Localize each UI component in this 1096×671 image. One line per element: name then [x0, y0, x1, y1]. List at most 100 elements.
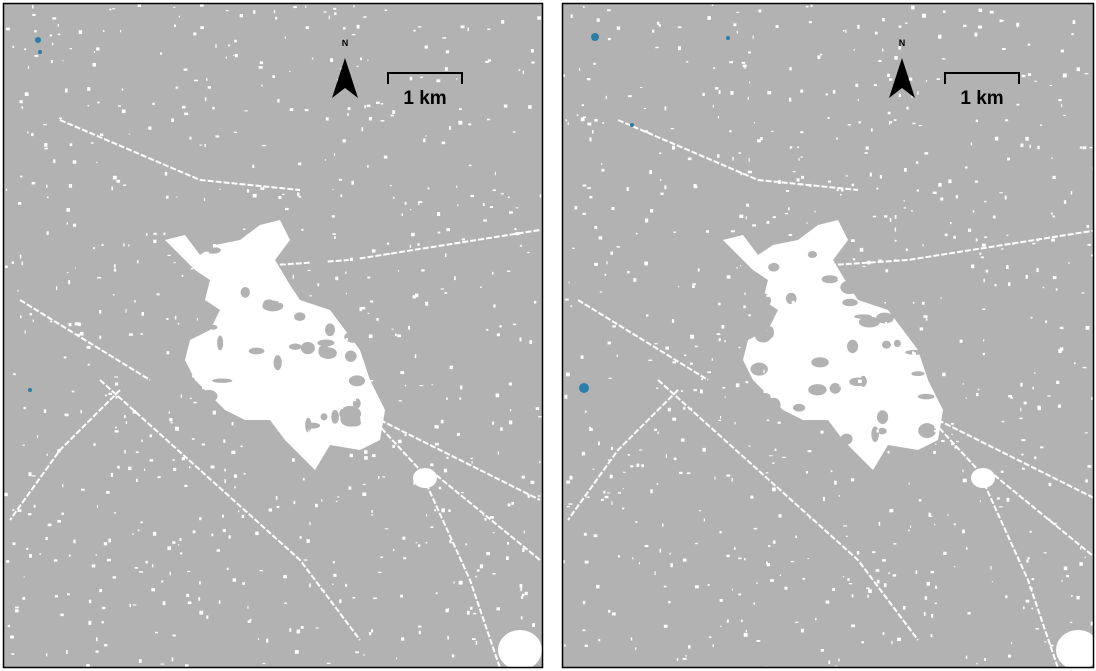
urban-patch [419, 385, 423, 386]
urban-patch [483, 513, 484, 516]
urban-gap [209, 325, 217, 330]
urban-patch [973, 210, 975, 212]
urban-patch [45, 537, 47, 540]
urban-patch [698, 268, 700, 271]
urban-patch [654, 571, 655, 575]
urban-patch [684, 354, 686, 356]
urban-patch [732, 478, 733, 482]
urban-patch [601, 163, 602, 165]
urban-patch [735, 422, 736, 424]
urban-patch [361, 127, 363, 131]
urban-gap [786, 293, 797, 304]
urban-patch [467, 611, 470, 615]
urban-patch [1022, 439, 1026, 441]
urban-patch [948, 179, 951, 183]
urban-patch [67, 222, 68, 224]
urban-patch [167, 546, 171, 550]
urban-patch [617, 26, 620, 29]
urban-patch [28, 472, 31, 476]
urban-patch [52, 43, 53, 46]
urban-patch [612, 325, 616, 327]
urban-patch [234, 474, 237, 477]
urban-patch [806, 6, 809, 8]
urban-patch [114, 269, 116, 272]
urban-patch [738, 593, 741, 595]
urban-patch [259, 66, 263, 69]
urban-patch [65, 88, 68, 92]
urban-patch [840, 194, 842, 196]
urban-patch [495, 172, 496, 176]
urban-patch [102, 621, 104, 623]
urban-gap [767, 326, 774, 338]
urban-patch [754, 528, 758, 530]
urban-patch [122, 89, 124, 91]
urban-patch [253, 194, 257, 198]
urban-patch [664, 586, 667, 588]
urban-patch [719, 531, 721, 533]
urban-patch [849, 363, 850, 365]
urban-gap [345, 350, 357, 361]
urban-patch [66, 650, 68, 654]
urban-patch [1090, 147, 1093, 148]
urban-patch [480, 287, 482, 288]
urban-patch [801, 629, 804, 633]
urban-patch [879, 522, 881, 526]
urban-patch [223, 439, 225, 442]
urban-patch [791, 561, 794, 562]
urban-patch [743, 65, 747, 67]
urban-patch [114, 512, 116, 513]
urban-patch [901, 346, 904, 350]
urban-patch [702, 93, 704, 96]
urban-patch [250, 619, 252, 621]
urban-patch [798, 158, 799, 161]
urban-patch [821, 312, 824, 315]
urban-patch [87, 87, 90, 91]
urban-patch [111, 186, 113, 190]
urban-patch [285, 208, 289, 210]
urban-patch [603, 491, 605, 494]
urban-patch [729, 130, 731, 132]
urban-patch [348, 486, 351, 489]
urban-patch [1080, 147, 1082, 149]
urban-patch [924, 152, 928, 154]
urban-patch [306, 539, 309, 543]
urban-patch [12, 509, 14, 511]
urban-patch [470, 607, 473, 610]
urban-patch [954, 566, 955, 567]
urban-patch [232, 422, 234, 425]
urban-patch [351, 181, 353, 185]
urban-patch [129, 333, 133, 335]
urban-patch [582, 213, 585, 215]
urban-patch [226, 57, 227, 59]
urban-patch [828, 181, 831, 183]
urban-patch [569, 476, 572, 480]
urban-patch [20, 255, 22, 259]
urban-patch [430, 526, 433, 528]
urban-patch [67, 272, 68, 273]
urban-patch [1020, 383, 1022, 387]
urban-patch [483, 219, 487, 221]
urban-patch [975, 181, 978, 183]
urban-patch [89, 600, 91, 603]
urban-patch [692, 285, 695, 288]
urban-patch [260, 187, 264, 190]
urban-patch [746, 204, 749, 207]
urban-patch [778, 514, 781, 517]
urban-patch [527, 252, 529, 253]
urban-patch [96, 47, 99, 50]
urban-patch [1019, 418, 1022, 419]
urban-patch [778, 180, 781, 184]
urban-patch [32, 14, 35, 16]
urban-patch [695, 543, 698, 544]
urban-patch [204, 144, 205, 147]
urban-patch [780, 575, 781, 576]
urban-patch [211, 465, 215, 468]
urban-patch [217, 549, 220, 551]
urban-patch [347, 113, 348, 116]
urban-patch [138, 529, 140, 531]
urban-patch [1056, 381, 1059, 384]
urban-patch [62, 60, 63, 61]
urban-patch [739, 152, 741, 154]
urban-patch [718, 303, 721, 306]
urban-patch [222, 515, 224, 518]
